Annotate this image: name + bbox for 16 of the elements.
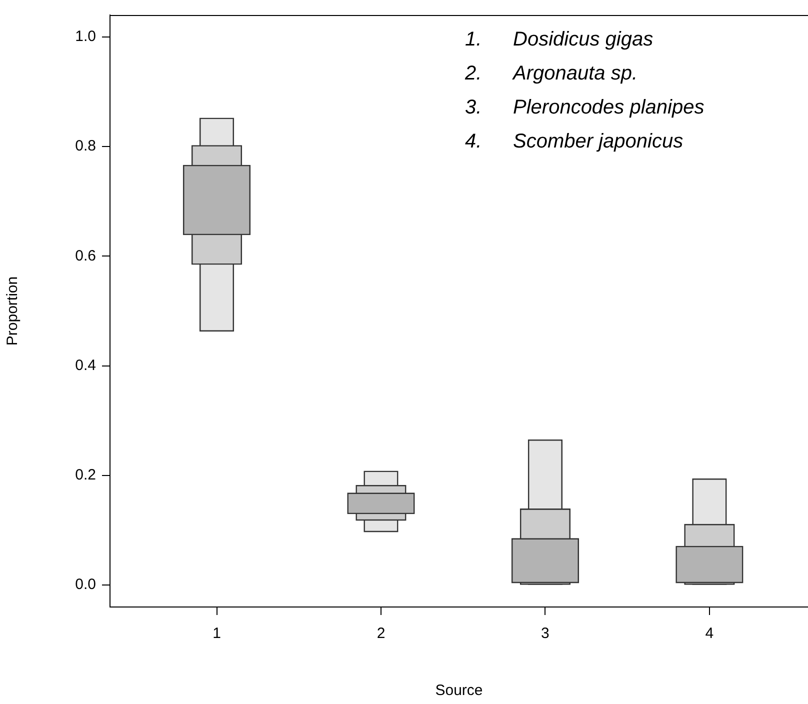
x-axis-title: Source (435, 682, 483, 700)
x-tick-label: 2 (376, 625, 386, 642)
y-tick-label: 0.2 (75, 466, 96, 484)
text: 1. Dosidicus gigas (465, 28, 654, 51)
text: 3. Pleroncodes planipes (465, 96, 704, 119)
y-tick-label: 0.4 (75, 356, 96, 374)
x-tick-label: 1 (212, 625, 221, 642)
text: 2. Argonauta sp. (465, 62, 638, 85)
y-tick-label: 1.0 (75, 28, 96, 46)
y-tick-label: 0.8 (75, 138, 96, 155)
y-tick-label: 0.6 (75, 247, 96, 264)
y-tick-label: 0.0 (75, 576, 96, 594)
x-tick-label: 4 (705, 625, 714, 642)
y-axis-title: Proportion (4, 276, 22, 346)
text: 4. Scomber japonicus (465, 130, 684, 153)
x-tick-label: 3 (541, 625, 550, 642)
